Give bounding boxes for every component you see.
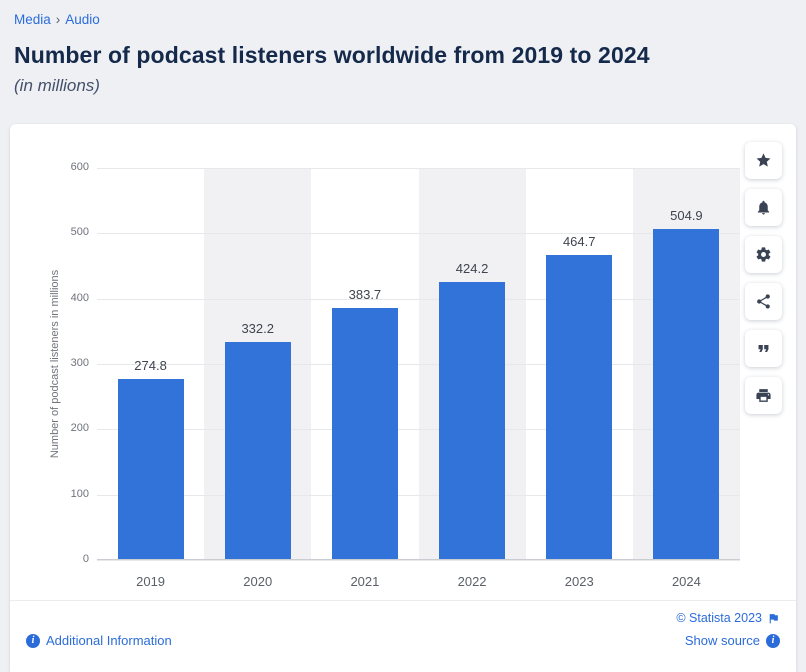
footer-links: i Additional Information Show source i: [26, 633, 780, 648]
y-axis: 0 100 200 300 400 500 600: [10, 161, 89, 565]
grid-line: [97, 429, 740, 431]
grid-line: [97, 560, 740, 561]
show-source-link[interactable]: Show source i: [685, 633, 780, 648]
breadcrumb: Media › Audio: [14, 10, 792, 30]
share-icon: [757, 294, 770, 309]
print-icon: [756, 389, 771, 402]
bell-icon: [757, 200, 770, 215]
breadcrumb-link-audio[interactable]: Audio: [65, 12, 100, 27]
gear-icon: [756, 247, 771, 262]
share-button[interactable]: [745, 283, 782, 320]
settings-button[interactable]: [745, 236, 782, 273]
grid-line: [97, 168, 740, 169]
y-axis-tick-label: 600: [70, 161, 89, 173]
show-source-label: Show source: [684, 633, 760, 648]
plot-area: 274.8 332.2 383.7 424.2 464.7 504.9: [97, 168, 740, 561]
additional-information-link[interactable]: i Additional Information: [26, 633, 172, 648]
y-axis-tick-label: 100: [70, 487, 89, 500]
y-axis-tick-label: 400: [70, 291, 89, 304]
favorite-button[interactable]: [745, 142, 782, 179]
grid-line: [97, 494, 740, 496]
chart-toolbar: [745, 142, 782, 414]
alert-button[interactable]: [745, 189, 782, 226]
y-axis-tick-label: 200: [70, 422, 89, 435]
grid-line: [97, 364, 740, 365]
chart-card: Number of podcast listeners in millions …: [10, 124, 796, 672]
grid-line: [97, 298, 740, 300]
x-axis-tick-label: 2024: [671, 574, 701, 589]
y-axis-tick-label: 500: [70, 226, 89, 239]
grid-line: [97, 233, 740, 235]
flag-icon: [769, 613, 778, 623]
info-icon: i: [766, 633, 780, 648]
bar-value-label: 332.2: [241, 320, 274, 336]
bar[interactable]: [117, 379, 184, 559]
cite-button[interactable]: [745, 330, 782, 367]
x-axis-tick-label: 2023: [564, 574, 594, 589]
bar-value-label: 464.7: [562, 234, 596, 250]
page-subtitle: (in millions): [14, 76, 100, 95]
bar[interactable]: [331, 308, 398, 559]
bar[interactable]: [224, 341, 291, 559]
copyright-text: © Statista 2023: [676, 611, 762, 625]
breadcrumb-separator: ›: [55, 12, 61, 27]
y-axis-tick-label: 300: [70, 357, 89, 369]
x-axis-tick-label: 2019: [136, 574, 166, 589]
page-header: Media › Audio Number of podcast listeners …: [0, 0, 806, 96]
bar-value-label: 424.2: [455, 260, 489, 276]
breadcrumb-link-media[interactable]: Media: [14, 12, 51, 27]
info-icon: i: [26, 633, 40, 648]
footer-divider: [10, 600, 796, 601]
statista-copyright-link[interactable]: © Statista 2023: [676, 611, 780, 625]
bar-value-label: 274.8: [134, 358, 167, 374]
print-button[interactable]: [745, 377, 782, 414]
bar[interactable]: [653, 229, 720, 559]
x-axis-tick-label: 2020: [243, 574, 273, 589]
bar-value-label: 383.7: [348, 287, 382, 303]
page-title: Number of podcast listeners worldwide fr…: [14, 42, 650, 68]
x-axis: 2019 2020 2021 2022 2023 2024: [97, 574, 740, 594]
bar[interactable]: [546, 255, 613, 559]
star-icon: [756, 153, 771, 167]
quote-icon: [758, 344, 769, 353]
bar-value-label: 504.9: [670, 208, 703, 224]
y-axis-tick-label: 0: [82, 553, 89, 565]
bar[interactable]: [439, 281, 506, 559]
additional-information-label: Additional Information: [46, 633, 172, 648]
x-axis-tick-label: 2021: [350, 574, 380, 589]
x-axis-tick-label: 2022: [457, 574, 487, 589]
